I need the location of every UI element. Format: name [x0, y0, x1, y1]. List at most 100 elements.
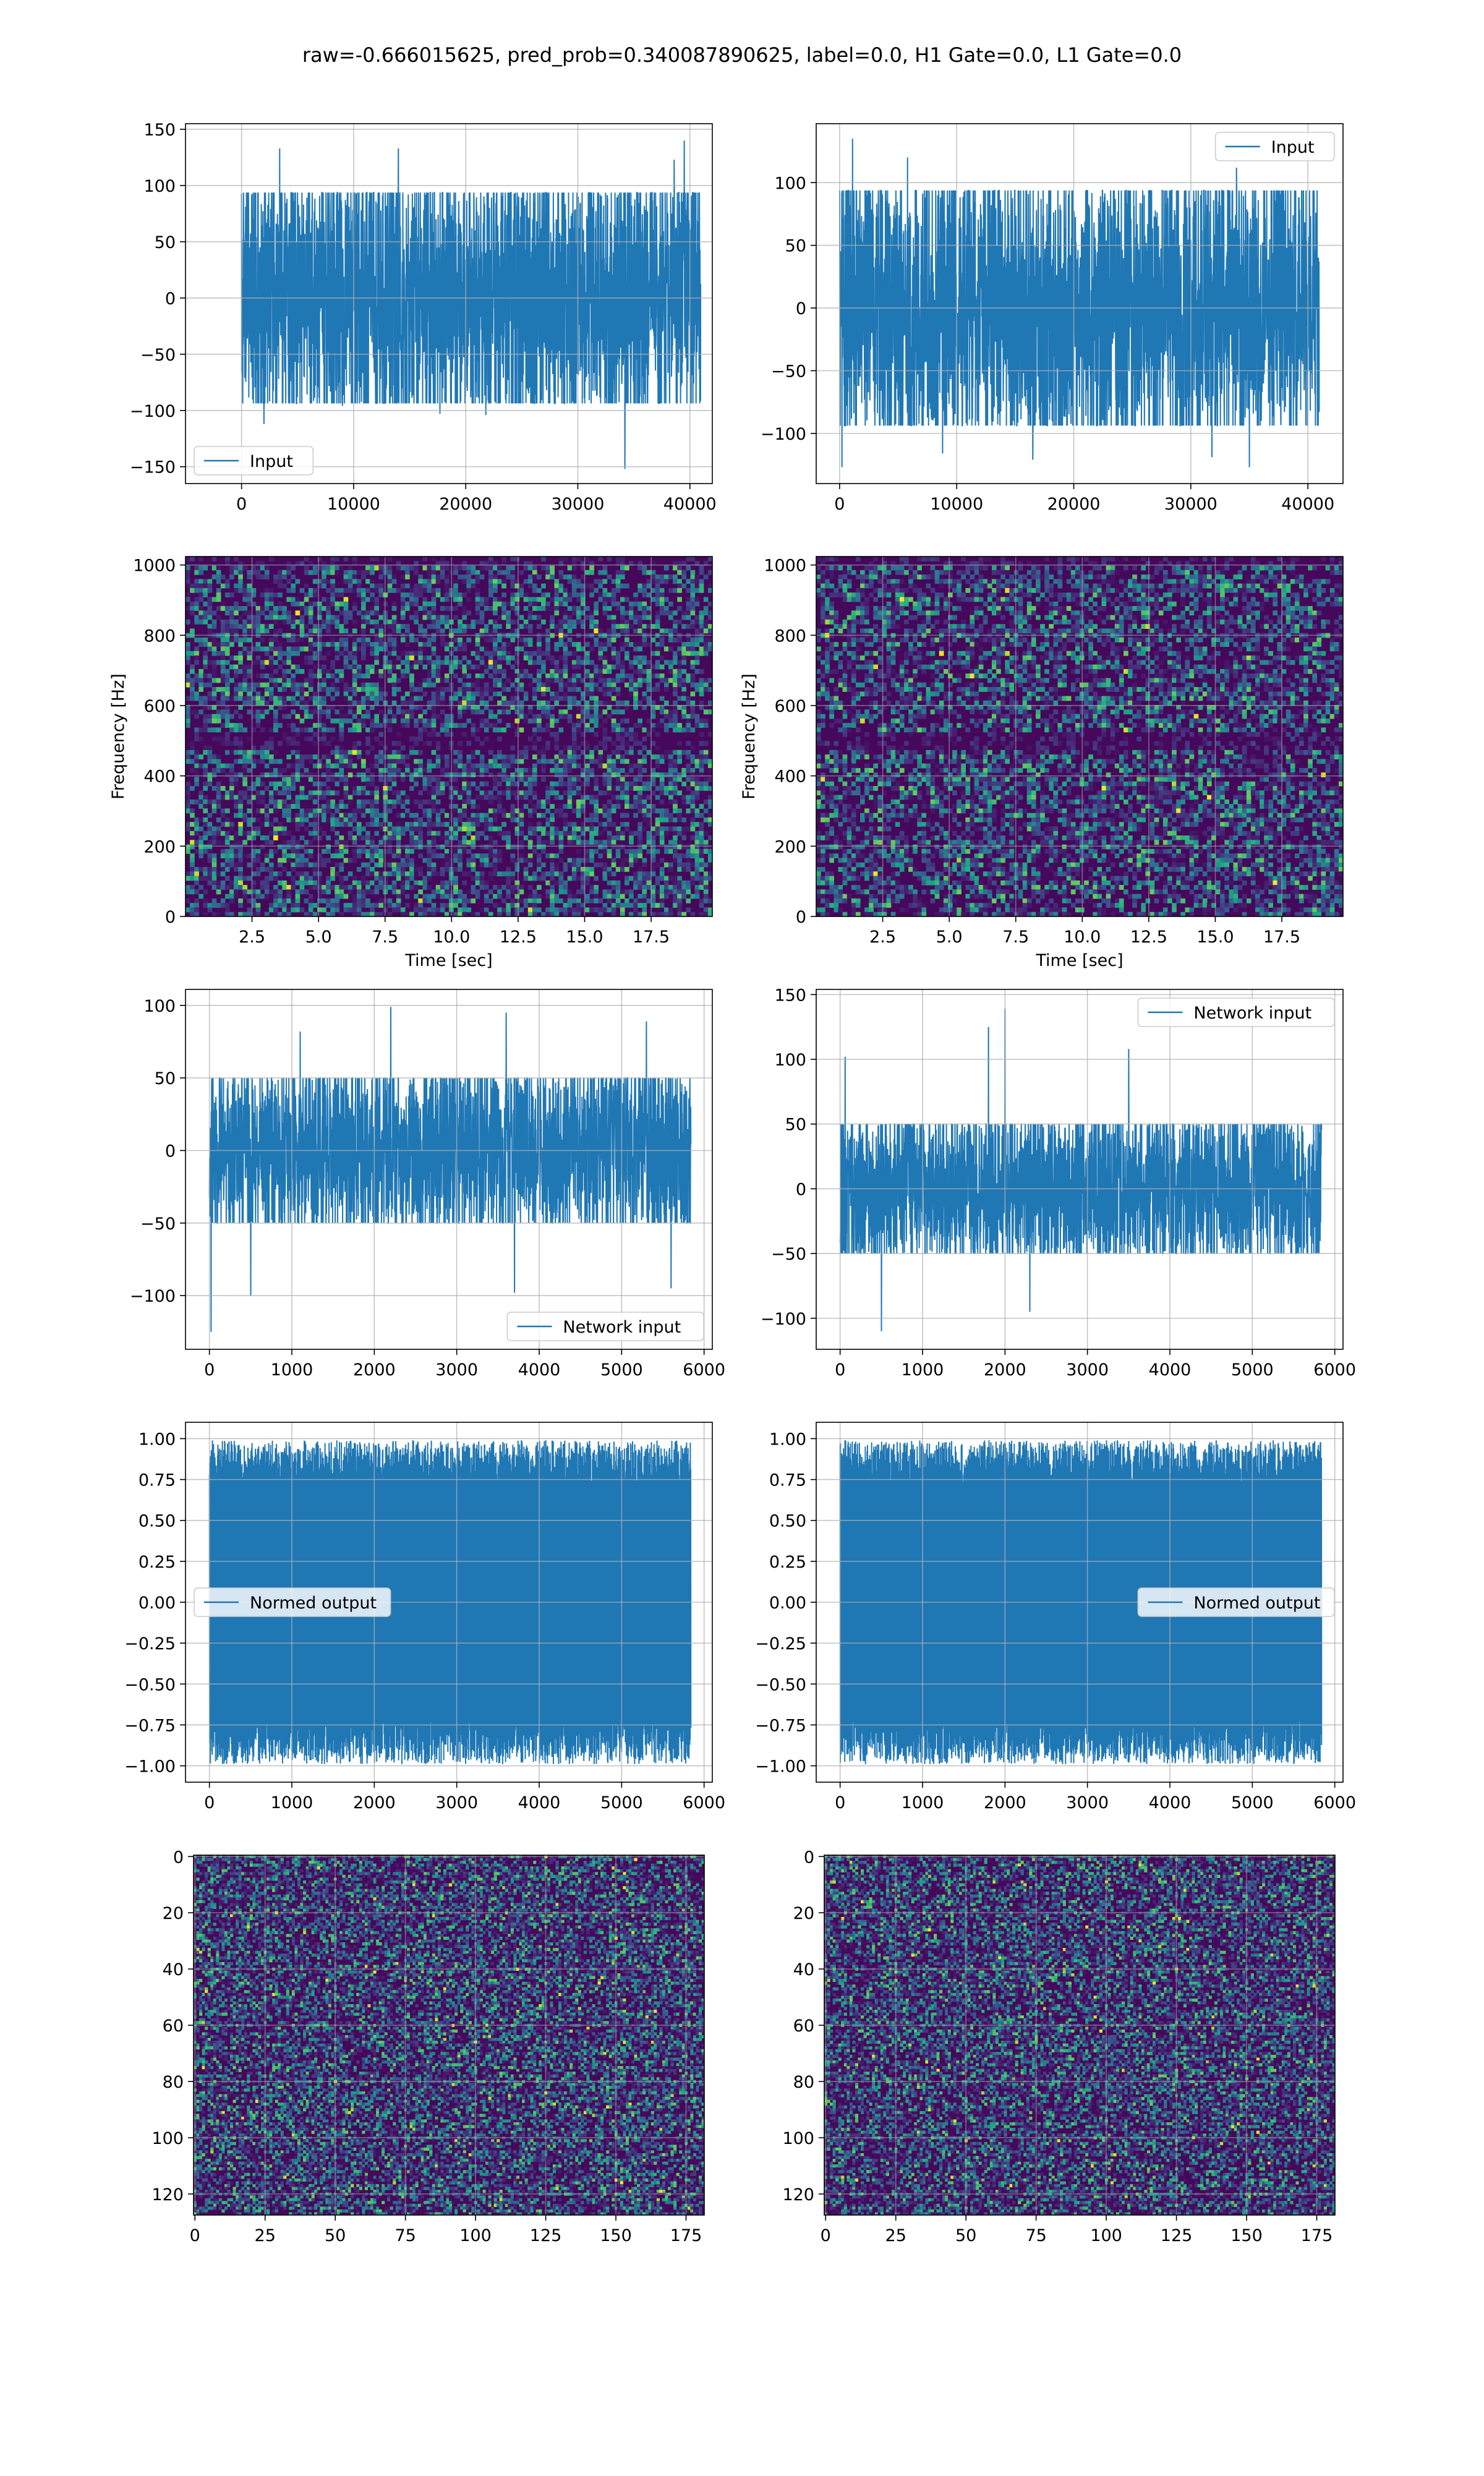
legend-label: Network input: [563, 1318, 681, 1337]
x-tick-label: 7.5: [1002, 928, 1029, 947]
series-line-input-l1: [840, 139, 1319, 467]
x-tick-label: 2000: [353, 1360, 396, 1380]
x-tick-label: 2.5: [239, 928, 265, 947]
y-tick-label: −0.25: [124, 1634, 176, 1654]
y-tick-label: 0.50: [769, 1512, 806, 1531]
legend-label: Network input: [1193, 1004, 1311, 1023]
x-tick-label: 10.0: [433, 928, 470, 947]
y-tick-label: 600: [774, 697, 806, 716]
y-tick-label: −0.75: [124, 1716, 176, 1735]
y-tick-label: 100: [151, 2129, 184, 2148]
x-tick-label: 4000: [1149, 1793, 1192, 1812]
y-tick-label: 50: [155, 1069, 176, 1088]
y-tick-label: 0: [796, 299, 806, 318]
heatmap-cells: [186, 557, 713, 917]
x-tick-label: 2000: [984, 1360, 1026, 1380]
x-axis-label: Time [sec]: [404, 951, 492, 970]
y-tick-label: −0.25: [755, 1634, 806, 1654]
x-tick-label: 5000: [1231, 1793, 1274, 1812]
x-tick-label: 5000: [600, 1360, 643, 1380]
y-tick-label: 60: [793, 2017, 814, 2036]
y-tick-label: 1000: [133, 557, 176, 576]
y-tick-label: 40: [793, 1960, 814, 1979]
x-tick-label: 20000: [439, 495, 492, 514]
y-tick-label: 100: [143, 997, 176, 1016]
y-tick-label: −100: [761, 1310, 806, 1329]
x-tick-label: 30000: [552, 495, 605, 514]
x-tick-label: 0: [190, 2226, 200, 2245]
y-tick-label: 120: [151, 2185, 184, 2205]
x-tick-label: 125: [1161, 2226, 1193, 2245]
y-tick-label: 0: [173, 1848, 184, 1867]
y-tick-label: 50: [785, 237, 806, 256]
y-tick-label: 80: [163, 2073, 184, 2092]
legend-label: Input: [1271, 138, 1315, 157]
x-tick-label: 15.0: [566, 928, 603, 947]
x-tick-label: 175: [670, 2226, 702, 2245]
y-tick-label: 0.00: [139, 1594, 176, 1613]
y-tick-label: −100: [761, 425, 806, 444]
x-tick-label: 6000: [683, 1360, 725, 1380]
y-tick-label: 0: [165, 289, 176, 309]
y-tick-label: 400: [143, 767, 176, 787]
x-axis-label: Time [sec]: [1035, 951, 1123, 970]
x-tick-label: 4000: [1149, 1360, 1192, 1380]
legend: Input: [1216, 132, 1334, 161]
x-tick-label: 4000: [518, 1360, 561, 1380]
x-tick-label: 7.5: [372, 928, 398, 947]
y-tick-label: 40: [163, 1960, 184, 1979]
y-tick-label: 0.50: [139, 1512, 176, 1531]
heatmap-cells: [824, 1855, 1336, 2216]
x-tick-label: 100: [1090, 2226, 1122, 2245]
y-tick-label: −50: [140, 1215, 176, 1234]
x-tick-label: 6000: [683, 1793, 725, 1812]
x-tick-label: 6000: [1313, 1793, 1356, 1812]
y-tick-label: 50: [785, 1116, 806, 1135]
y-tick-label: 0: [796, 908, 806, 927]
x-tick-label: 40000: [663, 495, 717, 514]
x-tick-label: 0: [236, 495, 247, 514]
y-tick-label: 120: [782, 2185, 814, 2205]
legend: Normed output: [1138, 1588, 1334, 1616]
x-tick-label: 17.5: [633, 928, 670, 947]
x-tick-label: 10000: [930, 495, 983, 514]
heatmap-cells: [816, 557, 1344, 917]
y-tick-label: −100: [130, 402, 176, 421]
y-tick-label: 0: [796, 1180, 806, 1199]
y-tick-label: 0.75: [769, 1471, 806, 1490]
y-tick-label: 200: [774, 837, 806, 856]
y-tick-label: −150: [130, 458, 176, 477]
series-line-network-input-l1: [840, 1009, 1322, 1331]
y-tick-label: 0.25: [139, 1553, 176, 1572]
x-tick-label: 150: [600, 2226, 632, 2245]
x-tick-label: 1000: [902, 1360, 944, 1380]
y-axis-label: Frequency [Hz]: [740, 673, 759, 800]
y-tick-label: 1000: [764, 557, 806, 576]
series-line-input-h1: [242, 140, 701, 469]
x-tick-label: 3000: [1066, 1793, 1109, 1812]
y-tick-label: −50: [771, 1245, 806, 1264]
series-line-network-input-h1: [210, 1007, 691, 1332]
x-tick-label: 17.5: [1263, 928, 1300, 947]
y-tick-label: −1.00: [124, 1757, 176, 1777]
x-tick-label: 1000: [271, 1360, 313, 1380]
x-tick-label: 10000: [327, 495, 380, 514]
y-tick-label: −0.75: [755, 1716, 806, 1735]
y-tick-label: 20: [163, 1904, 184, 1923]
x-tick-label: 25: [255, 2226, 276, 2245]
y-tick-label: 50: [155, 233, 176, 252]
x-tick-label: 6000: [1313, 1360, 1356, 1380]
x-tick-label: 3000: [1066, 1360, 1109, 1380]
y-tick-label: −1.00: [755, 1757, 806, 1777]
x-tick-label: 125: [530, 2226, 562, 2245]
x-tick-label: 0: [835, 1360, 845, 1380]
y-tick-label: 800: [143, 626, 176, 646]
x-tick-label: 30000: [1164, 495, 1217, 514]
